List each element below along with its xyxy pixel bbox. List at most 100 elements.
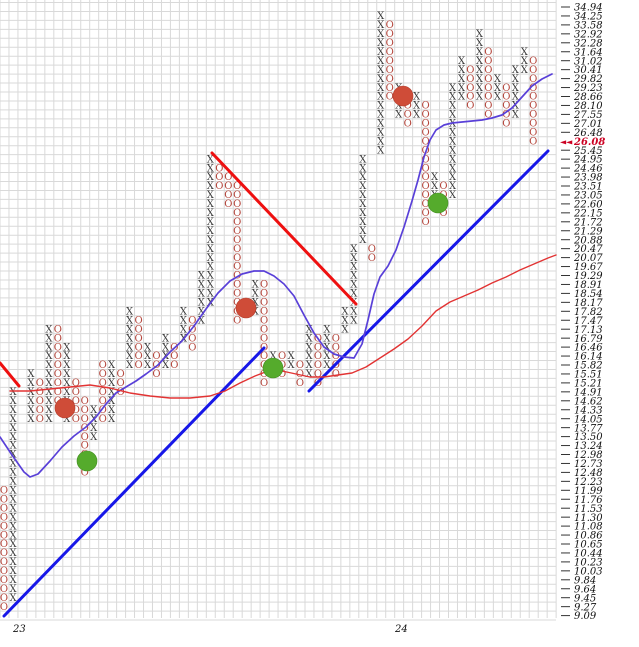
pf-x-glyph: X: [377, 29, 385, 40]
pf-x-glyph: X: [45, 378, 53, 389]
pf-o-glyph: O: [260, 369, 268, 380]
pf-o-glyph: O: [529, 83, 537, 94]
signal-dots: [54, 85, 449, 472]
pf-x-glyph: X: [476, 83, 484, 94]
pf-o-glyph: O: [502, 101, 510, 112]
pf-x-glyph: X: [395, 101, 403, 112]
pf-o-glyph: O: [484, 74, 492, 85]
pf-x-glyph: X: [512, 110, 520, 121]
pf-o-glyph: O: [529, 119, 537, 130]
pf-x-glyph: X: [9, 405, 17, 416]
pf-x-glyph: X: [305, 342, 313, 353]
pf-o-glyph: O: [81, 468, 89, 479]
pf-o-glyph: O: [296, 360, 304, 371]
pf-x-glyph: X: [449, 172, 457, 183]
pf-x-glyph: X: [359, 208, 367, 219]
pf-x-glyph: X: [27, 369, 35, 380]
pf-x-glyph: X: [9, 548, 17, 559]
pf-o-glyph: O: [233, 253, 241, 264]
pf-x-glyph: X: [45, 414, 53, 425]
pf-o-glyph: O: [99, 369, 107, 380]
pf-x-glyph: X: [476, 74, 484, 85]
price-axis-label: 29.82: [573, 74, 603, 85]
pf-x-glyph: X: [9, 575, 17, 586]
pf-x-glyph: X: [207, 163, 215, 174]
pf-o-glyph: O: [134, 351, 142, 362]
pf-x-glyph: X: [512, 74, 520, 85]
pf-x-glyph: X: [377, 83, 385, 94]
price-axis-label: 9.64: [574, 584, 596, 595]
pf-x-glyph: X: [27, 387, 35, 398]
pf-x-glyph: X: [9, 396, 17, 407]
pf-x-glyph: X: [108, 396, 116, 407]
price-axis-label: 16.46: [574, 343, 603, 354]
price-axis-label: 26.48: [573, 128, 603, 139]
pf-x-glyph: X: [108, 387, 116, 398]
pf-o-glyph: O: [54, 360, 62, 371]
pf-o-glyph: O: [99, 387, 107, 398]
pf-o-glyph: O: [116, 369, 124, 380]
pf-x-glyph: X: [63, 387, 71, 398]
pf-o-glyph: O: [188, 342, 196, 353]
pf-o-glyph: O: [421, 110, 429, 121]
pf-x-glyph: X: [144, 351, 152, 362]
pf-x-glyph: X: [449, 128, 457, 139]
pf-x-glyph: X: [350, 253, 358, 264]
pf-o-glyph: O: [170, 351, 178, 362]
pf-x-glyph: X: [9, 441, 17, 452]
pf-o-glyph: O: [224, 181, 232, 192]
pf-x-glyph: X: [108, 378, 116, 389]
pf-x-glyph: X: [207, 181, 215, 192]
pf-x-glyph: X: [63, 342, 71, 353]
price-axis-label: 14.33: [574, 405, 603, 416]
price-axis-label: 15.21: [574, 379, 603, 390]
price-axis-label: 12.48: [574, 468, 603, 479]
pf-x-glyph: X: [180, 324, 188, 335]
pf-o-glyph: O: [386, 29, 394, 40]
pf-x-glyph: X: [252, 280, 260, 291]
pf-x-glyph: X: [377, 56, 385, 67]
pf-o-glyph: O: [134, 360, 142, 371]
pf-x-glyph: X: [27, 405, 35, 416]
pf-x-glyph: X: [207, 271, 215, 282]
sell-signal-dot: [392, 85, 414, 107]
pf-x-glyph: X: [45, 351, 53, 362]
pf-o-glyph: O: [54, 351, 62, 362]
price-axis-label: 17.82: [574, 307, 603, 318]
pf-x-glyph: X: [431, 181, 439, 192]
pf-x-glyph: X: [476, 92, 484, 103]
pf-x-glyph: X: [45, 396, 53, 407]
pf-x-glyph: X: [341, 324, 349, 335]
price-axis-label: 11.53: [574, 504, 603, 515]
pf-x-glyph: X: [359, 199, 367, 210]
price-axis-label: 9.84: [574, 575, 596, 586]
pf-x-glyph: X: [162, 333, 170, 344]
pf-o-glyph: O: [421, 199, 429, 210]
pf-o-glyph: O: [439, 181, 447, 192]
pf-x-glyph: X: [9, 503, 17, 514]
pf-x-glyph: X: [521, 56, 529, 67]
pf-x-glyph: X: [198, 307, 206, 318]
pf-x-glyph: X: [126, 307, 134, 318]
pf-o-glyph: O: [233, 190, 241, 201]
price-axis: 34.9434.2533.5832.9232.2831.6431.0230.41…: [560, 3, 605, 623]
pf-o-glyph: O: [260, 333, 268, 344]
price-axis-label: 10.86: [574, 531, 603, 542]
pf-o-glyph: O: [233, 181, 241, 192]
pf-x-glyph: X: [45, 324, 53, 335]
pf-x-glyph: X: [90, 423, 98, 434]
pf-o-glyph: O: [0, 494, 8, 505]
price-axis-label: 10.23: [574, 558, 603, 569]
price-axis-label: 9.27: [574, 602, 597, 613]
pf-x-glyph: X: [63, 369, 71, 380]
trendlines: [0, 149, 550, 618]
pf-x-glyph: X: [207, 172, 215, 183]
pf-x-glyph: X: [323, 333, 331, 344]
pf-x-glyph: X: [449, 190, 457, 201]
pf-o-glyph: O: [529, 128, 537, 139]
pf-x-glyph: X: [9, 584, 17, 595]
pf-o-glyph: O: [296, 378, 304, 389]
pf-x-glyph: X: [9, 539, 17, 550]
pf-o-glyph: O: [439, 208, 447, 219]
